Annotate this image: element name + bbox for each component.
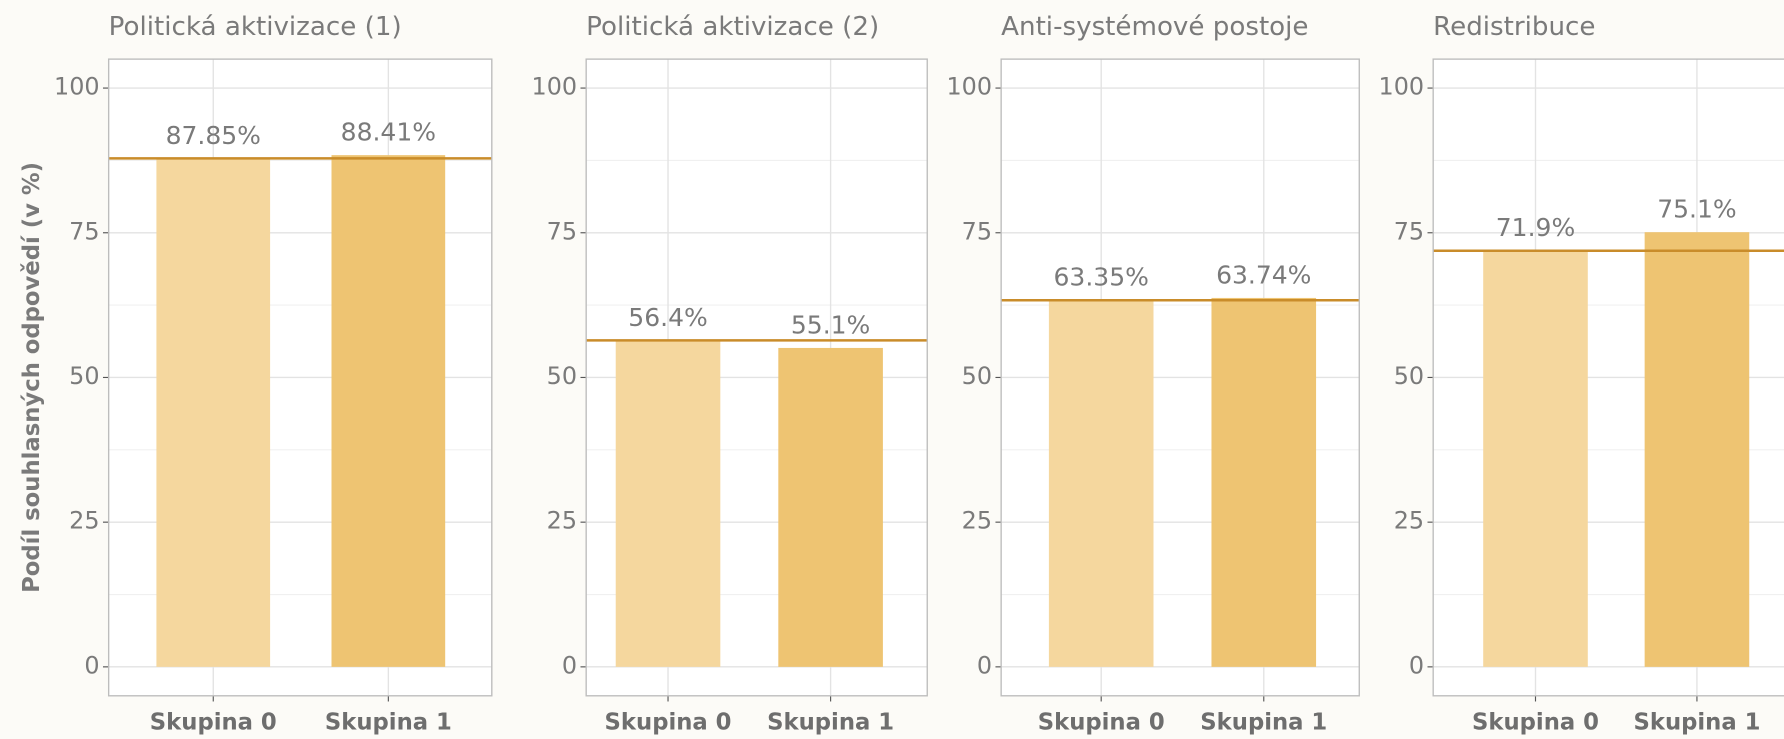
bar (156, 158, 271, 667)
y-tick-label: 100 (947, 73, 993, 101)
y-tick-label: 50 (69, 362, 99, 390)
y-tick-label: 50 (547, 362, 577, 390)
y-tick-label: 50 (1394, 362, 1424, 390)
y-axis-label: Podíl souhlasných odpovědí (v %) (19, 162, 45, 593)
facet-title: Anti-systémové postoje (1001, 12, 1308, 42)
value-label: 75.1% (1657, 195, 1736, 224)
bar (1211, 297, 1317, 667)
y-tick-label: 100 (532, 73, 578, 101)
y-tick-label: 0 (1409, 651, 1424, 679)
value-label: 63.35% (1054, 263, 1149, 292)
y-tick-label: 25 (547, 507, 577, 535)
value-label: 88.41% (341, 118, 436, 147)
y-tick-label: 0 (562, 651, 577, 679)
x-tick-label: Skupina 0 (605, 710, 732, 736)
y-tick-label: 25 (69, 507, 99, 535)
x-tick-label: Skupina 0 (150, 710, 277, 736)
y-tick-label: 100 (54, 73, 100, 101)
value-label: 55.1% (791, 310, 870, 339)
x-tick-label: Skupina 1 (767, 710, 894, 736)
panel-border (107, 58, 493, 697)
y-tick-label: 75 (547, 217, 577, 245)
x-tick-label: Skupina 1 (1200, 710, 1327, 736)
bar (331, 155, 446, 667)
facet-title: Politická aktivizace (1) (109, 12, 402, 42)
y-tick-label: 75 (1394, 217, 1424, 245)
y-tick-label: 50 (962, 362, 992, 390)
x-tick-label: Skupina 1 (325, 710, 452, 736)
panel-border (1000, 58, 1360, 697)
x-tick-label: Skupina 0 (1038, 710, 1165, 736)
x-tick-label: Skupina 0 (1472, 710, 1599, 736)
bar (1644, 232, 1750, 667)
y-tick-label: 0 (84, 651, 99, 679)
panel-border (585, 58, 928, 697)
x-tick-label: Skupina 1 (1633, 710, 1760, 736)
facet-title: Redistribuce (1433, 12, 1595, 42)
value-label: 87.85% (166, 121, 261, 150)
bar (778, 347, 883, 667)
bar (615, 340, 721, 667)
y-tick-label: 25 (1394, 507, 1424, 535)
y-tick-label: 0 (977, 651, 992, 679)
bar (1483, 250, 1588, 667)
y-tick-label: 75 (962, 217, 992, 245)
value-label: 71.9% (1496, 213, 1575, 242)
value-label: 63.74% (1216, 260, 1311, 289)
y-tick-label: 100 (1379, 73, 1425, 101)
value-label: 56.4% (628, 303, 707, 332)
facet-title: Politická aktivizace (2) (586, 12, 879, 42)
bar (1048, 300, 1154, 667)
y-tick-label: 75 (69, 217, 99, 245)
panel-border (1432, 58, 1784, 697)
y-tick-label: 25 (962, 507, 992, 535)
